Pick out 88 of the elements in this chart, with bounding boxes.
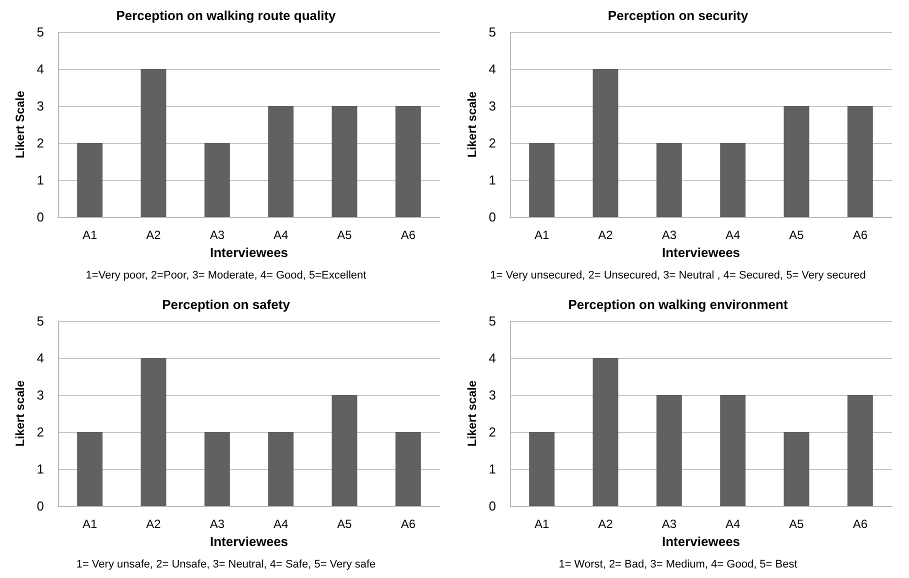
x-tick-label: A3 [662,517,677,531]
y-axis-title: Likert Scale [12,90,27,158]
x-tick-label: A2 [146,517,162,531]
bar [268,432,294,506]
bar [332,106,358,217]
y-tick-label: 1 [36,172,44,188]
y-axis-title: Likert scale [464,380,479,447]
x-tick-label: A2 [598,517,614,531]
x-tick-label: A6 [400,228,416,242]
bar [592,69,618,217]
text: 1= Very unsecured, 2= Unsecured, 3= Neutral , 4= Secured, 5= Very secured [490,270,866,282]
y-tick-label: 3 [488,388,496,402]
chart-title: Perception on walking route quality [116,8,337,23]
x-tick-label: A5 [789,228,804,242]
chart-title: Perception on safety [162,297,291,312]
x-tick-label: A3 [662,228,677,242]
bar [784,432,810,506]
y-tick-label: 2 [36,136,44,150]
bar [656,143,682,217]
bar [140,69,166,217]
y-tick-label: 0 [488,210,496,224]
x-tick-label: A4 [725,228,740,242]
x-axis-title: Interviewees [662,534,740,549]
bar [592,358,618,506]
chart-title: Perception on walking environment [568,297,788,312]
bar [720,143,746,217]
x-tick-label: A2 [146,228,162,242]
text: 1= Worst, 2= Bad, 3= Medium, 4= Good, 5= Best [558,558,798,570]
bar [529,432,555,506]
bar [268,106,294,217]
x-tick-label: A1 [82,517,98,531]
y-tick-label: 0 [488,498,496,514]
bar [784,106,810,217]
y-tick-label: 1 [488,462,496,476]
y-tick-label: 4 [36,62,44,76]
y-tick-label: 1 [488,172,496,188]
y-tick-label: 2 [36,424,44,440]
y-tick-label: 5 [36,314,44,328]
x-tick-label: A2 [598,228,614,242]
y-tick-label: 4 [488,350,496,366]
x-tick-label: A5 [337,228,352,242]
bar [720,395,746,506]
y-axis-title: Likert scale [464,91,479,158]
bar [204,143,230,217]
bar [529,143,555,217]
x-tick-label: A1 [534,517,550,531]
bar [77,432,103,506]
text: 1= Very unsafe, 2= Unsafe, 3= Neutral, 4= Safe, 5= Very safe [76,558,376,570]
bar [395,432,421,506]
x-axis-title: Interviewees [662,244,740,260]
y-tick-label: 5 [488,24,496,40]
x-tick-label: A4 [273,517,288,531]
x-tick-label: A6 [852,517,868,531]
bar [847,395,873,506]
y-tick-label: 4 [488,62,496,76]
y-tick-label: 4 [36,350,44,366]
bar [847,106,873,217]
bar [656,395,682,506]
y-tick-label: 2 [488,424,496,440]
x-tick-label: A6 [852,228,868,242]
bar [332,395,358,506]
x-tick-label: A5 [337,517,352,531]
x-tick-label: A1 [534,228,550,242]
x-tick-label: A4 [273,228,288,242]
x-tick-label: A4 [725,517,740,531]
y-tick-label: 3 [36,98,44,114]
y-tick-label: 3 [36,388,44,402]
bar [395,106,421,217]
bar [140,358,166,506]
x-tick-label: A6 [400,517,416,531]
bar [204,432,230,506]
y-tick-label: 5 [488,314,496,328]
y-tick-label: 1 [36,462,44,476]
bar [77,143,103,217]
x-tick-label: A1 [82,228,98,242]
y-tick-label: 3 [488,98,496,114]
chart-title: Perception on security [608,8,749,23]
y-tick-label: 0 [36,210,44,224]
x-tick-label: A3 [210,517,225,531]
x-tick-label: A3 [210,228,225,242]
x-tick-label: A5 [789,517,804,531]
y-tick-label: 0 [36,498,44,514]
y-tick-label: 5 [36,24,44,40]
y-tick-label: 2 [488,136,496,150]
x-axis-title: Interviewees [210,534,288,549]
text: 1=Very poor, 2=Poor, 3= Moderate, 4= Good, 5=Excellent [86,270,366,282]
x-axis-title: Interviewees [210,244,288,260]
y-axis-title: Likert scale [12,380,27,447]
